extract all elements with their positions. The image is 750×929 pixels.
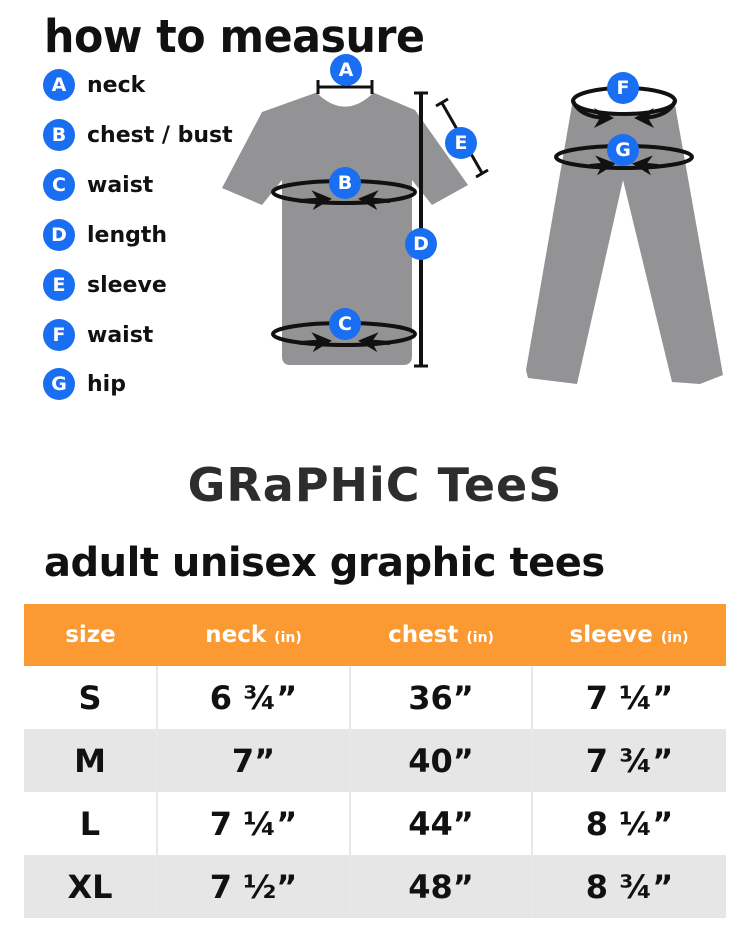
table-row: XL 7 ½” 48” 8 ¾” — [24, 855, 726, 918]
cell-sleeve: 7 ¼” — [531, 666, 726, 729]
cell-chest: 44” — [349, 792, 532, 855]
badge-e: E — [445, 127, 477, 159]
badge-a: A — [330, 54, 362, 86]
legend-label: neck — [87, 72, 146, 98]
cell-sleeve: 8 ¼” — [531, 792, 726, 855]
legend-label: length — [87, 222, 168, 248]
badge-d: D — [43, 219, 75, 251]
badge-d: D — [405, 228, 437, 260]
badge-e: E — [43, 269, 75, 301]
cell-neck: 7 ¼” — [156, 792, 350, 855]
header-size: size — [24, 604, 157, 666]
table-row: S 6 ¾” 36” 7 ¼” — [24, 666, 726, 729]
legend-label: waist — [87, 322, 154, 348]
cell-neck: 6 ¾” — [156, 666, 350, 729]
header-sleeve: sleeve (in) — [532, 604, 726, 666]
cell-chest: 40” — [349, 729, 532, 792]
cell-sleeve: 8 ¾” — [531, 855, 726, 918]
legend-label: hip — [87, 371, 126, 397]
brand-logo: GRaPHiC TeeS — [187, 458, 563, 512]
cell-sleeve: 7 ¾” — [531, 729, 726, 792]
table-header: size neck (in) chest (in) sleeve (in) — [24, 604, 726, 666]
cell-neck: 7” — [156, 729, 350, 792]
legend-label: chest / bust — [87, 122, 233, 148]
badge-b: B — [329, 167, 361, 199]
badge-f: F — [43, 319, 75, 351]
legend-label: sleeve — [87, 272, 167, 298]
badge-g: G — [607, 134, 639, 166]
cell-chest: 36” — [349, 666, 532, 729]
pants-icon — [526, 86, 723, 384]
table-row: M 7” 40” 7 ¾” — [24, 729, 726, 792]
section-title: adult unisex graphic tees — [44, 540, 605, 586]
badge-b: B — [43, 119, 75, 151]
legend-label: waist — [87, 172, 154, 198]
cell-size: L — [79, 804, 101, 843]
page-title: how to measure — [44, 10, 425, 63]
header-chest: chest (in) — [350, 604, 532, 666]
cell-neck: 7 ½” — [156, 855, 350, 918]
badge-g: G — [43, 368, 75, 400]
cell-chest: 48” — [349, 855, 532, 918]
cell-size: M — [24, 729, 157, 792]
cell-size: XL — [24, 855, 157, 918]
cell-size: S — [78, 678, 102, 717]
badge-a: A — [43, 69, 75, 101]
header-neck: neck (in) — [157, 604, 350, 666]
size-table: size neck (in) chest (in) sleeve (in) S 6… — [24, 604, 726, 918]
badge-f: F — [607, 72, 639, 104]
measurement-diagram — [222, 80, 723, 384]
table-row: L 7 ¼” 44” 8 ¼” — [24, 792, 726, 855]
badge-c: C — [43, 169, 75, 201]
badge-c: C — [329, 308, 361, 340]
